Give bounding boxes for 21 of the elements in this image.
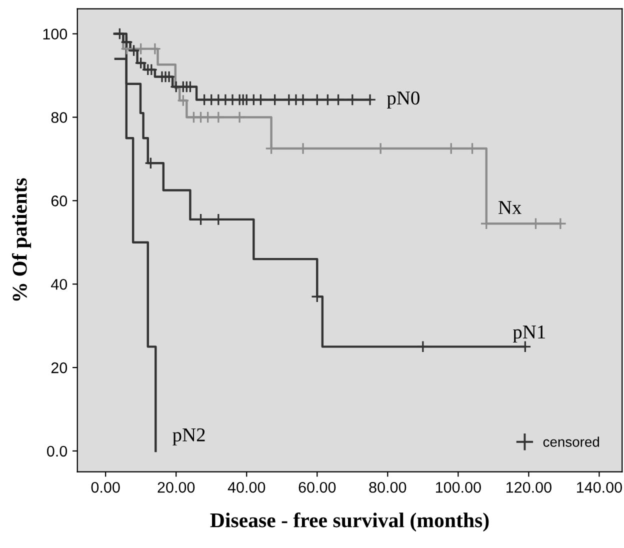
y-tick-label: 100 [43, 28, 68, 40]
y-tick-label: 40 [51, 278, 68, 290]
y-tick-label: 60 [51, 196, 68, 206]
x-tick-label: 140.00 [577, 482, 622, 493]
x-tick-label: 0.00 [91, 482, 120, 493]
x-tick-label: 60.00 [298, 482, 336, 493]
series-label: pN2 [172, 428, 205, 446]
x-tick-label: 80.00 [369, 482, 406, 493]
legend-label: censored [543, 436, 600, 447]
y-tick-label: 0.0 [47, 446, 68, 457]
x-tick-label: 100.00 [436, 482, 481, 493]
series-label: pN0 [387, 91, 420, 109]
y-axis-title: % Of patients [12, 178, 32, 301]
x-tick-label: 120.00 [506, 482, 552, 493]
series-label: Nx [498, 201, 522, 214]
x-tick-label: 20.00 [158, 482, 195, 493]
x-tick-label: 40.00 [228, 482, 266, 493]
x-axis-title: Disease - free survival (months) [210, 512, 489, 532]
y-tick-label: 80 [51, 112, 68, 123]
series-label: pN1 [512, 326, 545, 343]
y-tick-label: 20 [51, 362, 68, 374]
